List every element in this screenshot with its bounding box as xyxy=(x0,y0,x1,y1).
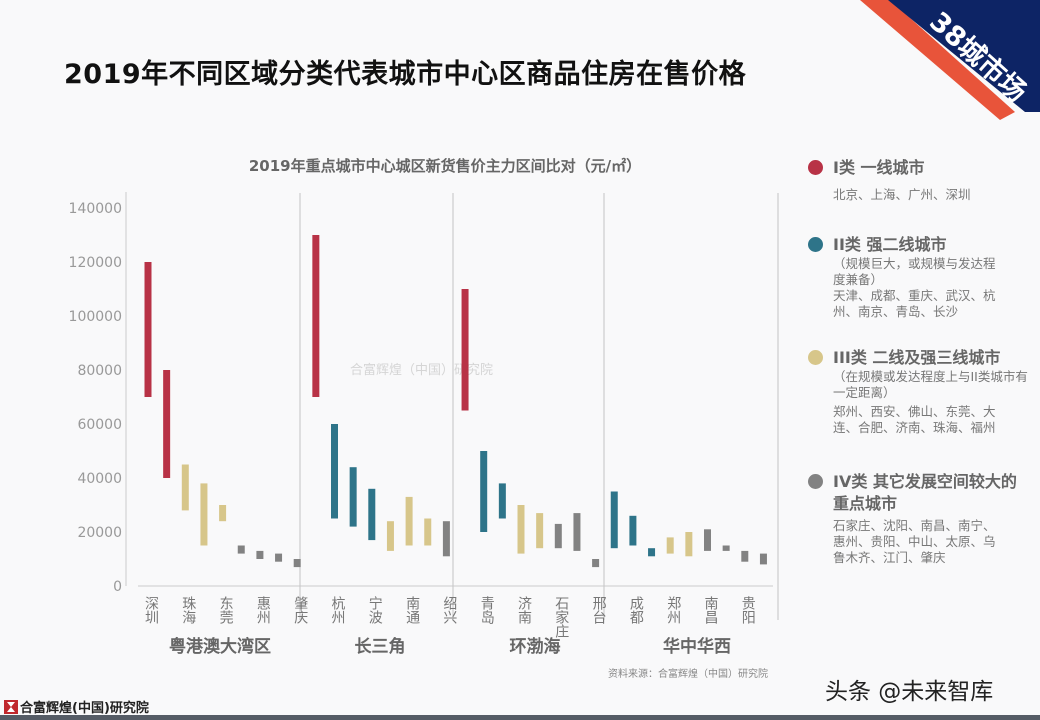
tier2-dot-icon xyxy=(808,237,823,252)
corner-badge-ribbon: 38城市场 xyxy=(860,0,1040,120)
range-bar xyxy=(405,496,413,546)
range-bar xyxy=(536,513,544,549)
legend-item-tier2: II类 强二线城市 （规模巨大，或规模与发达程度兼备） 天津、成都、重庆、武汉、… xyxy=(808,234,1033,320)
legend-item-tier1: I类 一线城市 北京、上海、广州、深圳 xyxy=(808,157,1033,203)
x-tick-label: 郑州 xyxy=(665,596,682,624)
y-tick-label: 60000 xyxy=(77,417,122,433)
y-tick-label: 20000 xyxy=(77,525,122,541)
footer-logo-text: 合富辉煌(中国)研究院 xyxy=(20,701,149,716)
x-tick-label: 青岛 xyxy=(478,596,495,624)
range-bar xyxy=(554,523,562,549)
group-label: 环渤海 xyxy=(509,637,561,657)
range-bar xyxy=(219,505,227,522)
x-tick-label: 珠海 xyxy=(180,596,197,624)
legend-heading: I类 一线城市 xyxy=(833,158,925,177)
toutiao-watermark: 头条 @未来智库 xyxy=(825,679,994,705)
legend-item-tier4: IV类 其它发展空间较大的重点城市 石家庄、沈阳、南昌、南宁、惠州、贵阳、中山、… xyxy=(808,471,1033,566)
legend-heading: II类 强二线城市 xyxy=(833,235,947,254)
range-bar xyxy=(386,521,394,551)
range-bar xyxy=(517,505,525,554)
range-bar xyxy=(704,529,711,551)
range-bar xyxy=(144,262,152,397)
range-bar xyxy=(200,483,208,546)
range-bar xyxy=(592,559,600,568)
x-tick-label: 深圳 xyxy=(143,596,159,624)
x-tick-label: 济南 xyxy=(516,596,532,624)
logo-icon xyxy=(4,699,18,714)
range-bar xyxy=(163,370,171,478)
y-tick-label: 0 xyxy=(113,579,122,595)
y-tick-label: 120000 xyxy=(69,255,122,271)
source-note: 资料来源：合富辉煌（中国）研究院 xyxy=(608,669,768,680)
range-bar xyxy=(312,235,320,397)
x-tick-label: 东莞 xyxy=(217,596,234,624)
x-tick-label: 贵阳 xyxy=(739,596,756,624)
range-bar xyxy=(629,515,637,546)
x-tick-label: 南昌 xyxy=(702,596,719,624)
group-label: 华中华西 xyxy=(663,637,731,657)
group-label: 长三角 xyxy=(354,637,406,657)
x-tick-label: 宁波 xyxy=(366,596,383,624)
tier1-dot-icon xyxy=(808,160,823,175)
x-tick-label: 成都 xyxy=(627,596,644,624)
range-bar xyxy=(648,548,656,557)
range-bar xyxy=(461,289,469,411)
page-title: 2019年不同区域分类代表城市中心区商品住房在售价格 xyxy=(64,59,747,90)
range-bar xyxy=(610,491,618,549)
range-bar xyxy=(349,467,357,527)
legend-item-tier3: III类 二线及强三线城市 （在规模或发达程度上与II类城市有一定距离） 郑州、… xyxy=(808,347,1033,436)
x-tick-label: 绍兴 xyxy=(441,596,458,624)
watermark: 合富辉煌（中国）研究院 xyxy=(350,363,494,378)
y-tick-label: 140000 xyxy=(69,201,122,217)
range-bar xyxy=(256,550,264,559)
range-bar xyxy=(275,553,283,562)
y-tick-label: 40000 xyxy=(77,471,122,487)
range-bar xyxy=(685,532,693,557)
range-bar xyxy=(722,545,730,551)
range-bar xyxy=(573,513,581,551)
legend-cities: 郑州、西安、佛山、东莞、大连、合肥、济南、珠海、福州 xyxy=(833,404,996,435)
range-bar xyxy=(442,521,450,557)
x-tick-label: 石家庄 xyxy=(553,596,570,638)
range-bar xyxy=(759,553,767,565)
footer-logo: 合富辉煌(中国)研究院 xyxy=(4,697,149,716)
x-tick-label: 杭州 xyxy=(329,596,346,624)
x-tick-label: 南通 xyxy=(404,596,421,624)
range-bar xyxy=(331,424,338,519)
legend-note: （在规模或发达程度上与II类城市有一定距离） xyxy=(833,369,1028,400)
range-bar xyxy=(293,559,301,568)
range-bar xyxy=(181,464,189,511)
range-bar xyxy=(666,537,674,554)
legend-heading: IV类 其它发展空间较大的重点城市 xyxy=(833,472,1017,513)
range-bar xyxy=(741,550,749,562)
y-tick-label: 100000 xyxy=(69,309,122,325)
legend-heading: III类 二线及强三线城市 xyxy=(833,348,1001,367)
x-tick-label: 邢台 xyxy=(590,596,607,624)
legend-cities: 北京、上海、广州、深圳 xyxy=(833,187,971,202)
bottom-bar xyxy=(0,715,1040,720)
range-bar xyxy=(480,451,488,532)
range-bar xyxy=(498,483,506,519)
tier3-dot-icon xyxy=(808,350,823,365)
corner-badge: 38城市场 xyxy=(860,0,1040,120)
range-bar xyxy=(424,518,432,546)
tier4-dot-icon xyxy=(808,474,823,489)
chart-title: 2019年重点城市中心城区新货售价主力区间比对（元/㎡） xyxy=(248,157,642,175)
x-tick-label: 肇庆 xyxy=(292,596,309,624)
group-label: 粤港澳大湾区 xyxy=(169,637,271,657)
legend-cities: 石家庄、沈阳、南昌、南宁、惠州、贵阳、中山、太原、乌鲁木齐、江门、肇庆 xyxy=(833,518,996,565)
legend-note: （规模巨大，或规模与发达程度兼备） xyxy=(833,256,996,287)
range-bar xyxy=(237,545,245,554)
legend-cities: 天津、成都、重庆、武汉、杭州、南京、青岛、长沙 xyxy=(833,288,996,319)
range-bar xyxy=(368,488,376,541)
y-tick-label: 80000 xyxy=(77,363,122,379)
x-tick-label: 惠州 xyxy=(254,596,271,624)
